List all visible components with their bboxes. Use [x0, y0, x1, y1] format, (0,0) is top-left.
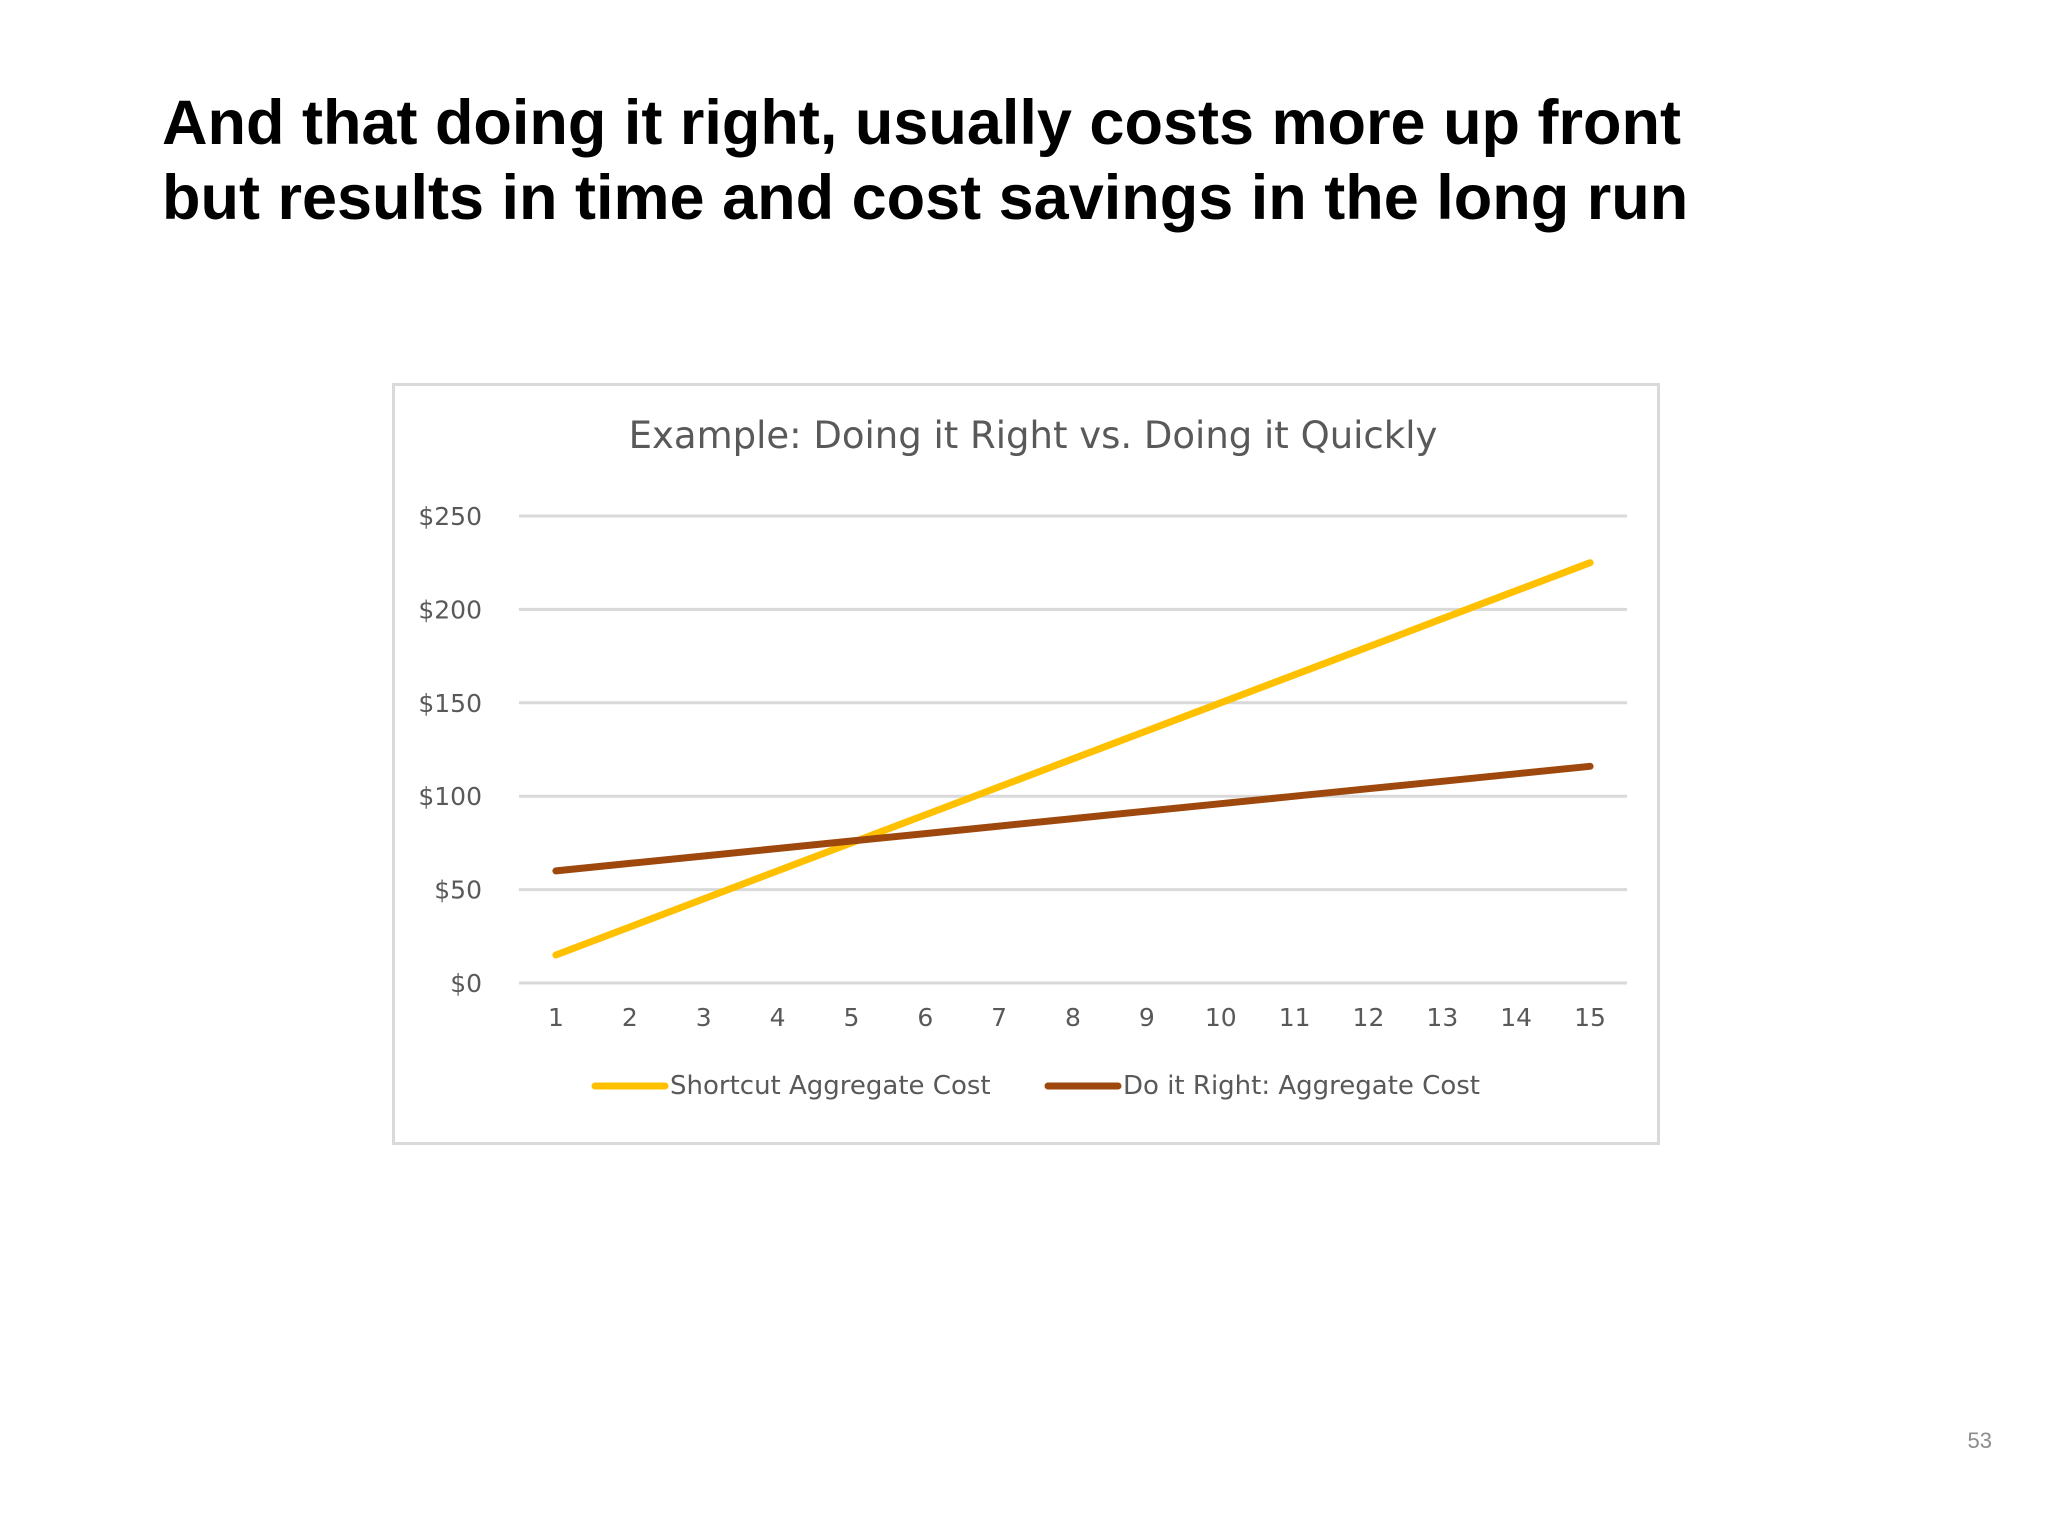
x-tick-label: 12 [1353, 1003, 1385, 1032]
legend-label: Do it Right: Aggregate Cost [1123, 1071, 1480, 1101]
series-line-shortcut [552, 559, 1594, 959]
legend-label: Shortcut Aggregate Cost [670, 1071, 991, 1101]
x-tick-label: 3 [696, 1003, 712, 1032]
y-tick-label: $250 [418, 502, 482, 531]
x-tick-label: 10 [1205, 1003, 1237, 1032]
x-tick-label: 15 [1574, 1003, 1606, 1032]
x-tick-label: 9 [1139, 1003, 1155, 1032]
slide-title-line-2: but results in time and cost savings in … [162, 163, 1689, 233]
y-tick-label: $100 [418, 782, 482, 811]
x-tick-label: 4 [770, 1003, 786, 1032]
series-line-do-it-right [552, 762, 1594, 875]
x-tick-label: 1 [548, 1003, 564, 1032]
chart-frame: Example: Doing it Right vs. Doing it Qui… [392, 383, 1660, 1145]
line-chart: Example: Doing it Right vs. Doing it Qui… [418, 414, 1627, 1101]
y-tick-label: $50 [434, 876, 482, 905]
chart-title: Example: Doing it Right vs. Doing it Qui… [629, 414, 1438, 457]
x-tick-label: 13 [1426, 1003, 1458, 1032]
page-number: 53 [1967, 1428, 1992, 1453]
x-tick-label: 11 [1279, 1003, 1311, 1032]
chart-legend: Shortcut Aggregate Cost Do it Right: Aggr… [591, 1071, 1480, 1101]
y-axis-tick-labels: $0 $50 $100 $150 $200 $250 [418, 502, 482, 998]
series-lines [552, 559, 1594, 959]
x-tick-label: 2 [622, 1003, 638, 1032]
slide-title-line-1: And that doing it right, usually costs m… [162, 88, 1681, 158]
y-tick-label: $0 [450, 969, 482, 998]
y-tick-label: $150 [418, 689, 482, 718]
y-tick-label: $200 [418, 595, 482, 624]
gridlines [519, 514, 1627, 985]
x-tick-label: 6 [917, 1003, 933, 1032]
slide-title: And that doing it right, usually costs m… [162, 86, 1982, 236]
x-tick-label: 5 [843, 1003, 859, 1032]
x-tick-label: 8 [1065, 1003, 1081, 1032]
x-tick-label: 7 [991, 1003, 1007, 1032]
x-tick-label: 14 [1500, 1003, 1532, 1032]
x-axis-tick-labels: 1 2 3 4 5 6 7 8 9 10 11 12 13 14 15 [548, 1003, 1606, 1032]
